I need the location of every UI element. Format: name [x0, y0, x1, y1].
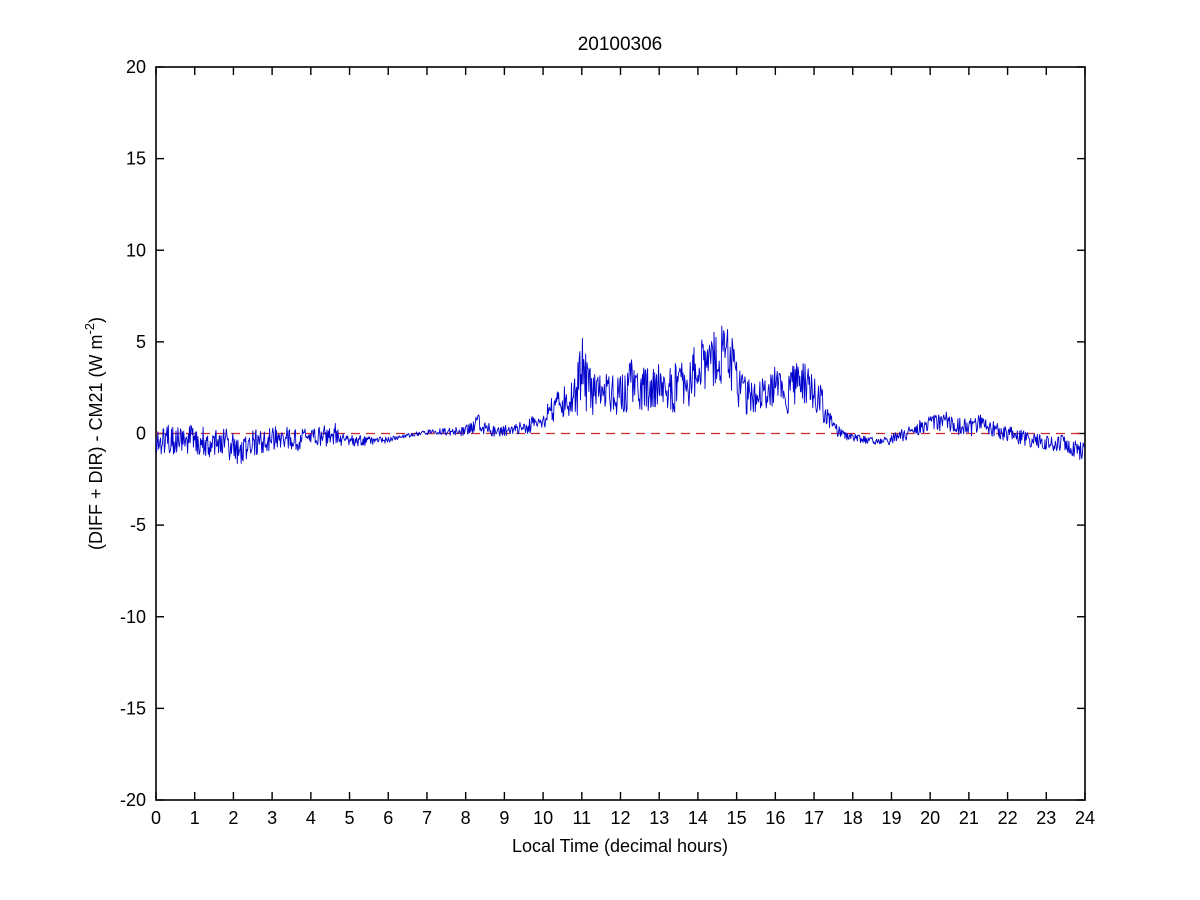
x-tick-label: 16 [765, 808, 785, 828]
x-tick-label: 22 [998, 808, 1018, 828]
x-tick-label: 2 [228, 808, 238, 828]
x-tick-label: 1 [190, 808, 200, 828]
x-tick-label: 3 [267, 808, 277, 828]
x-tick-label: 17 [804, 808, 824, 828]
x-tick-label: 7 [422, 808, 432, 828]
y-tick-label: -10 [120, 607, 146, 627]
x-tick-label: 4 [306, 808, 316, 828]
x-tick-label: 24 [1075, 808, 1095, 828]
y-tick-label: 10 [126, 240, 146, 260]
x-tick-label: 5 [345, 808, 355, 828]
x-tick-label: 12 [610, 808, 630, 828]
y-axis-label: (DIFF + DIR) - CM21 (W m-2) [82, 317, 106, 550]
x-tick-label: 8 [461, 808, 471, 828]
x-tick-label: 13 [649, 808, 669, 828]
y-tick-label: -5 [130, 515, 146, 535]
y-tick-label: 0 [136, 424, 146, 444]
y-tick-label: 15 [126, 149, 146, 169]
x-tick-label: 0 [151, 808, 161, 828]
x-tick-label: 11 [572, 808, 591, 828]
x-tick-label: 21 [959, 808, 979, 828]
x-tick-label: 6 [383, 808, 393, 828]
y-tick-label: 20 [126, 57, 146, 77]
x-tick-label: 23 [1036, 808, 1056, 828]
y-tick-label: -15 [120, 698, 146, 718]
y-tick-label: -20 [120, 790, 146, 810]
x-tick-label: 19 [881, 808, 901, 828]
x-tick-label: 9 [499, 808, 509, 828]
y-tick-label: 5 [136, 332, 146, 352]
x-tick-label: 15 [727, 808, 747, 828]
x-tick-label: 10 [533, 808, 553, 828]
chart-title: 20100306 [578, 34, 663, 55]
x-tick-label: 14 [688, 808, 708, 828]
x-tick-label: 18 [843, 808, 863, 828]
x-axis-label: Local Time (decimal hours) [512, 836, 728, 856]
x-tick-label: 20 [920, 808, 940, 828]
series-line [155, 325, 1085, 465]
